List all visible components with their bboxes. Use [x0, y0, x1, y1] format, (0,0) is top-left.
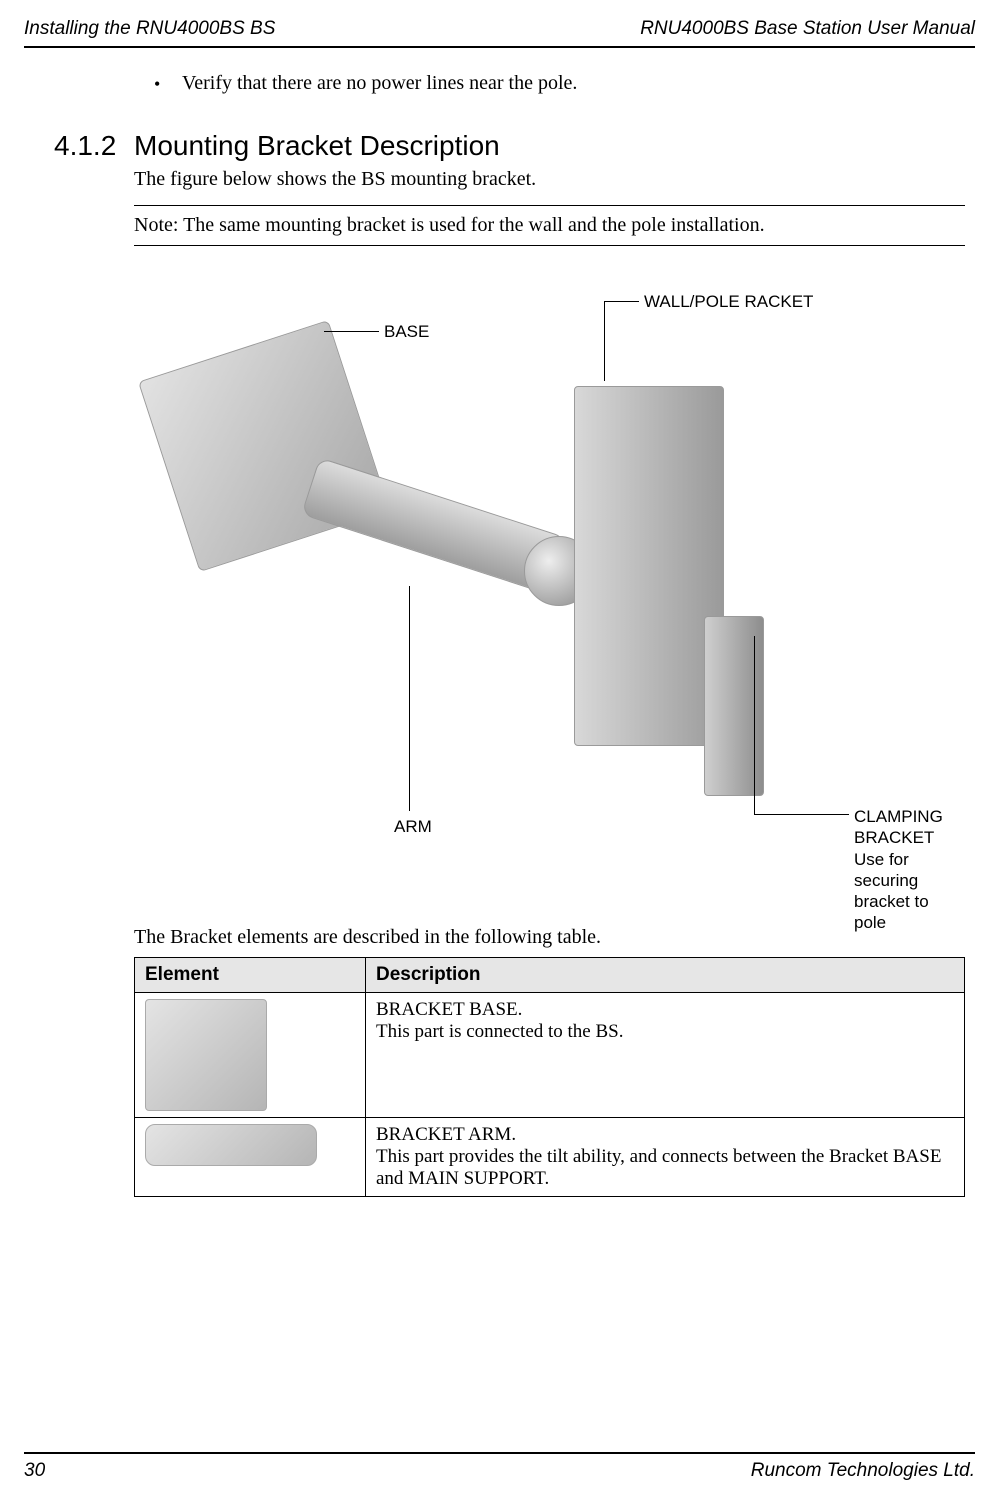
row-title: BRACKET ARM. — [376, 1124, 954, 1146]
table-header-row: Element Description — [135, 958, 965, 993]
table-cell-element — [135, 993, 366, 1118]
page: Installing the RNU4000BS BS RNU4000BS Ba… — [0, 0, 999, 1496]
figure: BASE WALL/POLE RACKET ARM CLAMPING BRACK… — [134, 286, 965, 916]
page-body: • Verify that there are no power lines n… — [24, 72, 975, 1197]
thumb-base-icon — [145, 999, 267, 1111]
table-header-description: Description — [366, 958, 965, 993]
note-rule-bottom — [134, 245, 965, 246]
running-footer: 30 Runcom Technologies Ltd. — [24, 1452, 975, 1482]
footer-right: Runcom Technologies Ltd. — [751, 1460, 975, 1482]
figure-main-bracket — [574, 386, 724, 746]
section-heading: 4.1.2 Mounting Bracket Description — [24, 130, 965, 162]
section-title: Mounting Bracket Description — [134, 130, 500, 162]
callout-arm-label: ARM — [394, 817, 432, 836]
callout-base: BASE — [384, 321, 429, 342]
callout-wall-pole: WALL/POLE RACKET — [644, 291, 813, 312]
row-title: BRACKET BASE. — [376, 999, 954, 1021]
footer-rule — [24, 1452, 975, 1454]
table-intro: The Bracket elements are described in th… — [134, 926, 965, 949]
callout-clamp-line2: Use for securing — [854, 849, 965, 892]
table-row: BRACKET ARM. This part provides the tilt… — [135, 1118, 965, 1197]
elements-table: Element Description BRACKET BASE. This p… — [134, 957, 965, 1197]
bullet-item: • Verify that there are no power lines n… — [154, 72, 965, 96]
running-header: Installing the RNU4000BS BS RNU4000BS Ba… — [24, 18, 975, 46]
callout-clamp: CLAMPING BRACKET Use for securing bracke… — [854, 806, 965, 934]
figure-base-plate — [138, 320, 390, 572]
row-body: This part provides the tilt ability, and… — [376, 1146, 954, 1190]
row-body: This part is connected to the BS. — [376, 1021, 954, 1043]
callout-clamp-line1: CLAMPING BRACKET — [854, 806, 965, 849]
bullet-icon: • — [154, 72, 182, 96]
bullet-text: Verify that there are no power lines nea… — [182, 72, 577, 96]
section-intro: The figure below shows the BS mounting b… — [134, 168, 965, 191]
note-text: Note: The same mounting bracket is used … — [134, 206, 965, 245]
callout-wall-pole-label: WALL/POLE RACKET — [644, 292, 813, 311]
header-rule — [24, 46, 975, 48]
section-number: 4.1.2 — [24, 130, 134, 162]
table-row: BRACKET BASE. This part is connected to … — [135, 993, 965, 1118]
callout-base-label: BASE — [384, 322, 429, 341]
header-right: RNU4000BS Base Station User Manual — [640, 18, 975, 40]
table-header-element: Element — [135, 958, 366, 993]
figure-clamp — [704, 616, 764, 796]
header-left: Installing the RNU4000BS BS — [24, 18, 275, 40]
footer-page-number: 30 — [24, 1460, 45, 1482]
table-cell-description: BRACKET ARM. This part provides the tilt… — [366, 1118, 965, 1197]
table-cell-element — [135, 1118, 366, 1197]
thumb-arm-icon — [145, 1124, 317, 1166]
table-cell-description: BRACKET BASE. This part is connected to … — [366, 993, 965, 1118]
callout-clamp-line3: bracket to pole — [854, 891, 965, 934]
callout-arm: ARM — [394, 816, 432, 837]
